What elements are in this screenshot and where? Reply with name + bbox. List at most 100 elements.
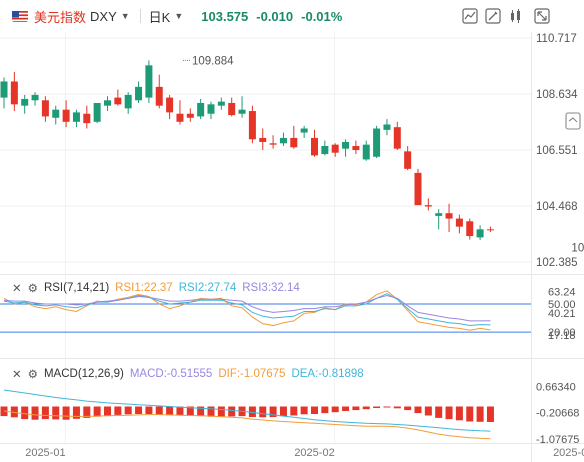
toolbar-divider bbox=[139, 9, 141, 23]
macd-histogram-bar bbox=[290, 406, 298, 416]
last-price: 103.575 bbox=[201, 8, 249, 24]
rsi-close-icon[interactable]: ✕ bbox=[12, 283, 22, 295]
draw-icon[interactable] bbox=[484, 7, 502, 25]
rsi-series-line bbox=[3, 293, 491, 327]
chart-type-icon[interactable] bbox=[461, 7, 479, 25]
candle-body bbox=[269, 143, 277, 145]
price-y-tick: 106.551 bbox=[536, 145, 578, 157]
macd-histogram-bar bbox=[10, 406, 18, 418]
dif-value: DIF:-1.07675 bbox=[218, 368, 286, 380]
macd-histogram-bar bbox=[373, 406, 381, 408]
rsi-y-tick: 63.24 bbox=[548, 287, 576, 299]
candle-body bbox=[83, 113, 91, 124]
price-change-percent: -0.01% bbox=[301, 8, 343, 24]
macd-histogram-bar bbox=[424, 406, 432, 416]
macd-histogram-bar bbox=[414, 406, 422, 414]
dea-line bbox=[3, 389, 491, 432]
macd-y-tick: -1.07675 bbox=[536, 434, 579, 446]
candle-body bbox=[362, 144, 370, 160]
macd-histogram-bar bbox=[435, 406, 443, 418]
candle-body bbox=[93, 102, 101, 122]
macd-histogram-bar bbox=[114, 406, 122, 415]
chart-toolbar: 美元指数 DXY ▼ 日K ▼ 103.575 -0.010 -0.01% bbox=[0, 0, 584, 32]
macd-histogram-bar bbox=[269, 406, 277, 417]
rsi1-value: RSI1:22.37 bbox=[115, 282, 173, 294]
candle-body bbox=[10, 81, 18, 105]
rsi-label: RSI(7,14,21) bbox=[43, 282, 110, 294]
fullscreen-icon[interactable] bbox=[533, 7, 551, 25]
candle-body bbox=[279, 137, 287, 144]
macd-histogram-bar bbox=[62, 406, 70, 420]
candle-body bbox=[72, 112, 80, 122]
macd-histogram-bar bbox=[52, 406, 60, 420]
candle-body bbox=[466, 221, 474, 237]
candle-body bbox=[424, 205, 432, 207]
macd-histogram-bar bbox=[145, 406, 153, 414]
macd-histogram-bar bbox=[248, 406, 256, 417]
candle-body bbox=[393, 127, 401, 149]
candle-body bbox=[217, 101, 225, 106]
instrument-symbol[interactable]: DXY bbox=[90, 8, 117, 24]
side-panel-icon[interactable] bbox=[565, 111, 581, 131]
macd-histogram-bar bbox=[300, 406, 308, 415]
rsi-y-tick: 50.00 bbox=[548, 299, 576, 311]
macd-histogram-bar bbox=[466, 406, 474, 422]
instrument-name[interactable]: 美元指数 bbox=[34, 9, 87, 25]
candle-body bbox=[300, 128, 308, 133]
macd-label: MACD(12,26,9) bbox=[43, 368, 124, 380]
candle-body bbox=[435, 213, 443, 216]
candle-body bbox=[114, 97, 122, 105]
candle-body bbox=[455, 218, 463, 227]
candle-body bbox=[155, 86, 163, 106]
x-tick-label: 2025-01 bbox=[25, 447, 65, 459]
macd-y-tick: -0.20668 bbox=[536, 408, 579, 420]
macd-histogram-bar bbox=[311, 406, 318, 414]
candle-body bbox=[176, 113, 184, 122]
macd-histogram-bar bbox=[166, 406, 174, 416]
macd-histogram-bar bbox=[259, 406, 267, 418]
macd-histogram-bar bbox=[486, 406, 494, 422]
candle-body bbox=[445, 213, 453, 219]
timeframe-chevron-down-icon[interactable]: ▼ bbox=[174, 11, 184, 21]
macd-histogram-bar bbox=[321, 406, 329, 414]
macd-histogram-bar bbox=[83, 406, 91, 418]
candle-body bbox=[228, 102, 236, 116]
candle-body bbox=[104, 100, 111, 106]
price-change: -0.010 bbox=[256, 8, 294, 24]
price-y-tick: 108.634 bbox=[536, 89, 578, 101]
candle-body bbox=[21, 98, 29, 106]
macd-value: MACD:-0.51555 bbox=[129, 368, 213, 380]
macd-histogram-bar bbox=[342, 406, 350, 411]
price-y-tick: 104.468 bbox=[536, 201, 578, 213]
candle-body bbox=[166, 97, 174, 113]
timeframe-select[interactable]: 日K bbox=[148, 9, 171, 25]
us-flag-icon bbox=[12, 10, 28, 22]
macd-histogram-bar bbox=[72, 406, 80, 419]
macd-settings-icon[interactable]: ⚙ bbox=[27, 369, 38, 381]
macd-histogram-bar bbox=[93, 406, 101, 417]
candle-body bbox=[124, 94, 132, 109]
candle-body bbox=[62, 109, 70, 122]
candle-body bbox=[321, 145, 329, 155]
macd-close-icon[interactable]: ✕ bbox=[12, 369, 22, 381]
candle-body bbox=[41, 100, 49, 117]
rsi-settings-icon[interactable]: ⚙ bbox=[27, 283, 38, 295]
candle-body bbox=[290, 137, 298, 148]
symbol-chevron-down-icon[interactable]: ▼ bbox=[120, 11, 130, 21]
price-y-tick: 102.385 bbox=[536, 257, 578, 269]
dea-value: DEA:-0.81898 bbox=[291, 368, 364, 380]
rsi-y-tick: 20.00 bbox=[548, 327, 576, 339]
indicator-icon[interactable] bbox=[507, 7, 525, 25]
rsi-legend: ✕ ⚙ RSI(7,14,21) RSI1:22.37 RSI2:27.74 R… bbox=[12, 281, 306, 295]
candle-body bbox=[383, 124, 391, 130]
macd-histogram-bar bbox=[393, 406, 401, 409]
x-tick-label: 2025-03 bbox=[553, 447, 584, 459]
macd-histogram-bar bbox=[31, 406, 39, 420]
macd-histogram-bar bbox=[476, 406, 484, 422]
candle-body bbox=[373, 128, 381, 157]
candle-body bbox=[342, 141, 350, 149]
rsi2-value: RSI2:27.74 bbox=[178, 282, 237, 294]
candle-body bbox=[207, 104, 215, 114]
low-price-annotation: 103.218 bbox=[571, 243, 584, 255]
